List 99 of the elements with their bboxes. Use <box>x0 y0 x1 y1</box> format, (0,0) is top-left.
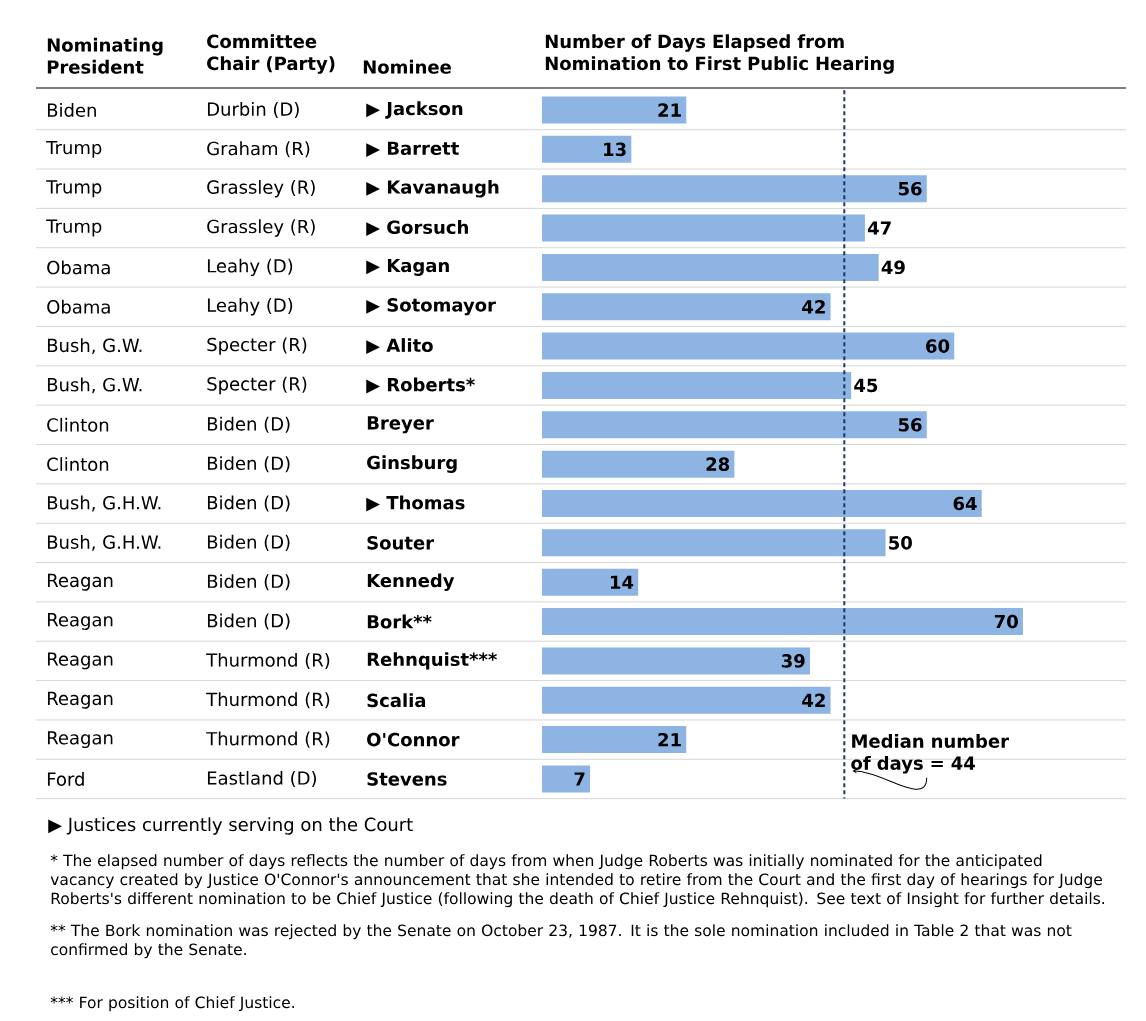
bar <box>542 214 865 242</box>
y-tick-label: ▶ Thomas <box>366 495 465 512</box>
bar <box>542 411 927 439</box>
y-tick-label: Rehnquist*** <box>367 652 497 670</box>
y-tick-label: ▶ Sotomayor <box>366 298 496 316</box>
data-label: 49 <box>881 260 905 275</box>
text: Bush, G.H.W. <box>47 495 161 512</box>
text: Graham (R) <box>207 141 310 158</box>
text: *** For position of Chief Justice. <box>50 996 294 1012</box>
text: Leahy (D) <box>207 298 293 316</box>
data-label: 60 <box>926 339 950 353</box>
text: Grassley (R) <box>207 219 315 237</box>
bar <box>542 175 927 203</box>
data-label: 7 <box>574 772 585 786</box>
y-tick-label: Bork** <box>367 614 432 629</box>
text: Clinton <box>47 457 109 472</box>
text: Obama <box>47 299 110 314</box>
text: Thurmond (R) <box>206 652 330 669</box>
text: Trump <box>46 140 102 158</box>
data-label: 47 <box>867 221 891 235</box>
data-label: 50 <box>889 536 912 550</box>
y-tick-label: ▶ Barrett <box>366 141 459 158</box>
y-tick-label: Souter <box>367 536 434 550</box>
data-label: 21 <box>658 732 681 747</box>
text: Biden (D) <box>207 534 290 551</box>
bar <box>542 489 982 517</box>
data-label: 42 <box>802 300 825 314</box>
bar <box>542 608 1023 636</box>
y-tick-label: ▶ Alito <box>366 338 433 355</box>
text: Leahy (D) <box>207 258 293 277</box>
bar <box>542 253 879 281</box>
bar <box>542 765 591 793</box>
bar <box>542 135 632 163</box>
data-label: 56 <box>898 181 922 196</box>
text: Reagan <box>47 573 113 591</box>
text: Clinton <box>47 417 109 432</box>
bar <box>542 96 687 124</box>
text: ▶ Justices currently serving on the Court <box>48 817 413 835</box>
text: Biden <box>47 103 96 117</box>
text: Biden (D) <box>207 574 290 591</box>
y-axis-title: Nominee <box>363 59 451 74</box>
text: Nominating President <box>47 37 163 74</box>
chart-title: Number of Days Elapsed from Nomination to First Public Hearing <box>545 34 894 74</box>
text: Durbin (D) <box>207 101 299 119</box>
text: Eastland (D) <box>207 770 316 787</box>
text: Bush, G.H.W. <box>47 534 161 551</box>
data-label: 42 <box>802 693 825 707</box>
text: Trump <box>46 180 102 198</box>
text: * The elapsed number of days reflects the number of days from when Judge Roberts was initially nominated for the anticipated vacancy created by Justice O'Connor's announcement that she intended to retire from the Court and the first day of hearings for Judge Roberts's different nomination to be Chief Justice (following the death of Chief Justice Rehnquist). See text of Insight for further details. <box>50 854 1105 908</box>
text: ** The Bork nomination was rejected by the Senate on October 23, 1987. It is the sole nomination included in Table 2 that was not confirmed by the Senate. <box>50 924 1072 959</box>
ref-line-label: Median number of days = 44 <box>851 733 1009 774</box>
text: Biden (D) <box>207 613 290 630</box>
text: Obama <box>47 260 110 275</box>
text: Specter (R) <box>207 337 307 355</box>
data-label: 64 <box>953 496 977 511</box>
y-tick-label: Scalia <box>367 693 426 708</box>
data-label: 28 <box>706 457 730 471</box>
y-tick-label: ▶ Kavanaugh <box>366 179 499 198</box>
y-tick-label: Kennedy <box>367 573 455 591</box>
text: Bush, G.W. <box>47 377 142 394</box>
y-tick-label: Stevens <box>367 772 447 786</box>
text: Specter (R) <box>207 376 307 395</box>
bar <box>542 647 810 675</box>
data-label: 70 <box>994 614 1018 629</box>
text: Bush, G.W. <box>47 338 142 354</box>
bar <box>542 726 687 754</box>
text: Thurmond (R) <box>206 731 330 748</box>
y-tick-label: Breyer <box>367 416 434 434</box>
text: Reagan <box>47 652 113 670</box>
text: Trump <box>46 219 102 237</box>
text: Biden (D) <box>207 495 290 512</box>
data-label: 13 <box>604 142 626 157</box>
y-tick-label: ▶ Kagan <box>366 258 449 276</box>
data-label: 56 <box>898 417 922 432</box>
bar <box>542 293 831 321</box>
bar <box>542 686 831 714</box>
text: Biden (D) <box>207 416 290 433</box>
y-tick-label: ▶ Roberts* <box>366 377 475 394</box>
bar <box>542 568 639 596</box>
y-tick-label: ▶ Jackson <box>366 101 463 119</box>
text: Reagan <box>47 731 113 749</box>
y-tick-label: ▶ Gorsuch <box>366 220 468 236</box>
text: Ford <box>47 771 84 786</box>
bar <box>542 332 955 360</box>
y-tick-label: O'Connor <box>367 732 460 747</box>
text: Reagan <box>47 691 113 709</box>
data-label: 21 <box>658 103 681 117</box>
data-label: 45 <box>854 378 878 393</box>
bar <box>542 529 886 557</box>
bar <box>542 371 852 399</box>
y-tick-label: Ginsburg <box>367 455 457 473</box>
text: Reagan <box>47 613 113 630</box>
text: Thurmond (R) <box>206 692 330 709</box>
text: Biden (D) <box>207 456 290 473</box>
text: Grassley (R) <box>207 180 315 198</box>
bar <box>542 450 735 478</box>
text: Committee Chair (Party) <box>207 34 335 74</box>
data-label: 39 <box>781 654 805 668</box>
data-label: 14 <box>610 575 634 589</box>
